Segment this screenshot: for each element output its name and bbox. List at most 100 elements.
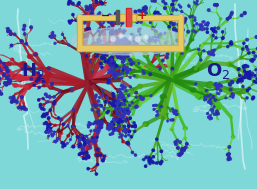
- Ellipse shape: [47, 127, 49, 129]
- Ellipse shape: [76, 36, 168, 52]
- Ellipse shape: [118, 48, 120, 50]
- Ellipse shape: [133, 40, 135, 42]
- Ellipse shape: [116, 120, 118, 122]
- Ellipse shape: [115, 30, 117, 33]
- Ellipse shape: [86, 7, 89, 10]
- Ellipse shape: [212, 96, 215, 98]
- Ellipse shape: [101, 159, 103, 162]
- Ellipse shape: [212, 54, 214, 56]
- Ellipse shape: [121, 94, 123, 96]
- Ellipse shape: [238, 79, 240, 81]
- Ellipse shape: [118, 110, 124, 115]
- Ellipse shape: [87, 139, 89, 141]
- Ellipse shape: [89, 5, 92, 7]
- Ellipse shape: [138, 62, 140, 64]
- Ellipse shape: [87, 141, 89, 143]
- Ellipse shape: [44, 93, 46, 95]
- Ellipse shape: [120, 119, 122, 120]
- Ellipse shape: [104, 61, 106, 63]
- Ellipse shape: [79, 17, 82, 20]
- Ellipse shape: [10, 44, 13, 47]
- Ellipse shape: [215, 113, 217, 115]
- Ellipse shape: [237, 68, 241, 70]
- Bar: [117, 15, 135, 20]
- Ellipse shape: [102, 90, 104, 92]
- Ellipse shape: [126, 118, 128, 121]
- Ellipse shape: [127, 63, 130, 65]
- Text: +: +: [137, 9, 147, 22]
- Ellipse shape: [142, 22, 145, 25]
- Ellipse shape: [184, 17, 187, 20]
- Ellipse shape: [7, 75, 10, 77]
- Ellipse shape: [121, 22, 124, 24]
- Ellipse shape: [3, 73, 5, 76]
- Ellipse shape: [193, 25, 195, 26]
- Ellipse shape: [138, 30, 140, 32]
- Ellipse shape: [133, 122, 135, 124]
- Ellipse shape: [12, 96, 15, 98]
- Ellipse shape: [113, 73, 116, 75]
- Ellipse shape: [217, 27, 220, 29]
- Ellipse shape: [115, 65, 118, 67]
- Ellipse shape: [196, 3, 198, 5]
- Ellipse shape: [120, 94, 122, 95]
- Ellipse shape: [116, 106, 118, 107]
- Ellipse shape: [114, 37, 116, 39]
- Ellipse shape: [160, 45, 162, 47]
- Ellipse shape: [209, 118, 211, 120]
- Ellipse shape: [247, 74, 249, 76]
- Ellipse shape: [121, 120, 123, 122]
- Ellipse shape: [125, 90, 127, 92]
- Ellipse shape: [96, 148, 99, 151]
- Ellipse shape: [207, 22, 209, 24]
- Ellipse shape: [87, 59, 93, 64]
- Ellipse shape: [195, 83, 197, 85]
- Ellipse shape: [119, 45, 121, 47]
- Ellipse shape: [130, 45, 132, 48]
- Ellipse shape: [100, 44, 103, 46]
- Ellipse shape: [81, 146, 83, 148]
- Ellipse shape: [111, 24, 114, 26]
- Ellipse shape: [122, 88, 123, 90]
- Ellipse shape: [194, 19, 196, 21]
- Ellipse shape: [41, 80, 44, 83]
- Ellipse shape: [200, 24, 203, 26]
- Ellipse shape: [141, 10, 143, 13]
- Ellipse shape: [20, 40, 23, 43]
- Ellipse shape: [103, 155, 105, 157]
- Ellipse shape: [113, 44, 115, 46]
- Ellipse shape: [118, 120, 120, 122]
- Ellipse shape: [62, 143, 64, 145]
- Ellipse shape: [30, 26, 32, 29]
- Ellipse shape: [115, 72, 117, 74]
- Ellipse shape: [72, 109, 75, 111]
- Ellipse shape: [134, 43, 136, 46]
- Ellipse shape: [123, 65, 125, 67]
- Ellipse shape: [166, 53, 169, 55]
- Ellipse shape: [44, 115, 46, 117]
- Ellipse shape: [86, 146, 89, 148]
- Ellipse shape: [244, 70, 246, 72]
- Ellipse shape: [129, 68, 131, 70]
- Ellipse shape: [111, 59, 112, 61]
- Ellipse shape: [54, 101, 56, 103]
- Bar: [116, 14, 136, 21]
- Ellipse shape: [100, 123, 103, 125]
- Ellipse shape: [128, 19, 131, 21]
- Ellipse shape: [215, 31, 217, 33]
- Ellipse shape: [187, 30, 190, 33]
- Ellipse shape: [120, 40, 122, 42]
- Ellipse shape: [99, 121, 101, 123]
- Ellipse shape: [121, 115, 123, 117]
- Ellipse shape: [102, 160, 104, 162]
- Ellipse shape: [82, 149, 84, 151]
- Ellipse shape: [94, 42, 96, 43]
- Ellipse shape: [116, 107, 118, 109]
- Ellipse shape: [143, 53, 149, 57]
- Ellipse shape: [206, 82, 214, 88]
- Ellipse shape: [114, 108, 119, 112]
- Ellipse shape: [68, 20, 70, 22]
- Ellipse shape: [161, 160, 163, 163]
- Ellipse shape: [120, 93, 122, 95]
- Ellipse shape: [109, 64, 112, 66]
